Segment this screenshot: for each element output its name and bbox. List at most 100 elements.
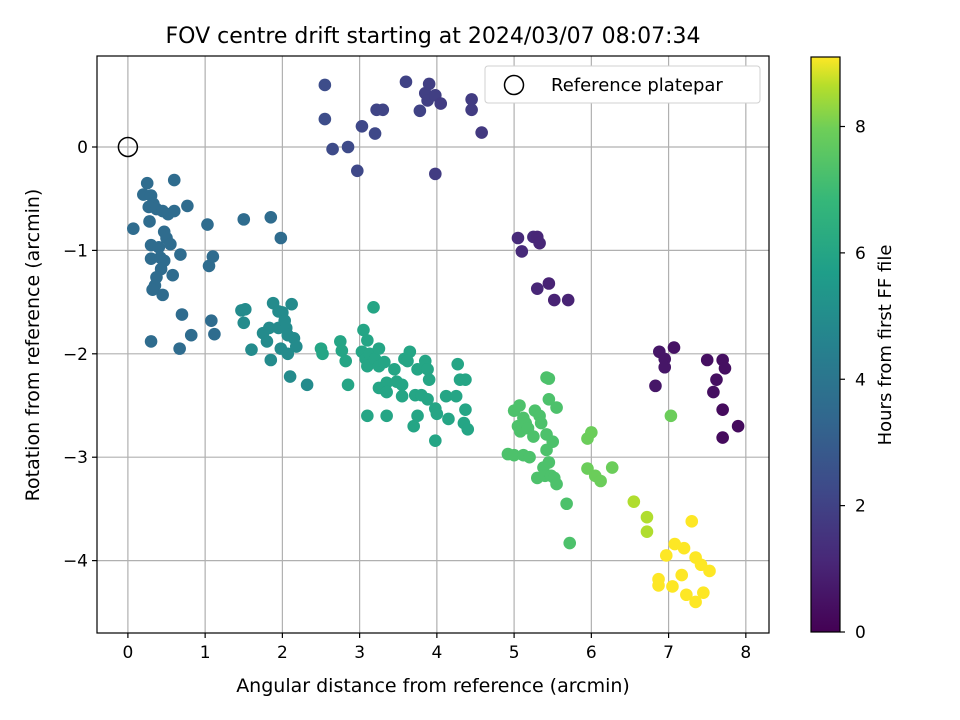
scatter-point (127, 222, 140, 235)
scatter-point (388, 363, 401, 376)
scatter-point (167, 204, 181, 218)
scatter-point (561, 293, 575, 307)
scatter-point (666, 580, 679, 593)
x-tick-label: 8 (740, 643, 751, 663)
x-tick-label: 7 (663, 643, 674, 663)
scatter-point (542, 277, 556, 290)
scatter-point (649, 379, 662, 393)
scatter-point (144, 252, 158, 265)
scatter-point (245, 343, 258, 356)
scatter-point (540, 371, 553, 384)
scatter-point (534, 416, 548, 430)
legend-label: Reference platepar (551, 75, 723, 96)
legend-marker (503, 74, 525, 96)
scatter-point (640, 510, 654, 524)
scatter-point (316, 347, 329, 361)
scatter-point (546, 435, 560, 449)
scatter-point (260, 335, 274, 348)
scatter-point (461, 422, 475, 436)
colorbar-tick-label: 0 (855, 623, 866, 643)
y-tick-label: −1 (63, 241, 88, 261)
scatter-point (533, 236, 546, 250)
scatter-point (439, 389, 453, 403)
x-axis-label: Angular distance from reference (arcmin) (236, 675, 630, 697)
scatter-point (341, 378, 355, 392)
scatter-point (640, 525, 654, 538)
scatter-point (627, 495, 641, 508)
scatter-point (300, 378, 314, 392)
scatter-point (140, 176, 154, 190)
scatter-point (449, 389, 463, 403)
x-tick-label: 2 (277, 643, 288, 663)
scatter-point (175, 308, 189, 321)
colorbar: 0 2 4 6 8 Hours from first FF file (810, 56, 896, 643)
scatter-point (718, 361, 732, 375)
scatter-point (605, 461, 619, 474)
scatter-point (167, 173, 181, 187)
scatter-point (459, 373, 472, 386)
scatter-point (560, 497, 573, 511)
y-tick-label: −3 (63, 448, 88, 468)
scatter-point (274, 231, 288, 245)
scatter-point (143, 215, 156, 228)
scatter-point (351, 164, 364, 178)
y-tick-label: 0 (77, 138, 88, 158)
scatter-point (659, 549, 673, 562)
colorbar-tick-label: 6 (855, 244, 866, 264)
scatter-point (675, 568, 689, 582)
scatter-point (237, 213, 251, 226)
scatter-point (710, 373, 723, 386)
scatter-point (411, 363, 424, 376)
scatter-point (156, 288, 169, 302)
scatter-point (376, 103, 390, 117)
scatter-point (523, 450, 536, 464)
scatter-point (515, 245, 529, 258)
scatter-point (429, 434, 442, 447)
scatter-point (206, 250, 220, 263)
scatter-point (421, 393, 434, 406)
scatter-point (664, 409, 678, 423)
scatter-point (184, 328, 198, 342)
colorbar-label: Hours from first FF file (875, 245, 896, 446)
scatter-point (372, 342, 386, 355)
x-tick-label: 1 (200, 643, 211, 663)
y-tick-label: −4 (63, 552, 88, 572)
scatter-point (594, 474, 607, 488)
scatter-point (380, 376, 393, 390)
scatter-point (430, 407, 444, 421)
scatter-point (144, 335, 158, 348)
x-tick-label: 3 (354, 643, 365, 663)
scatter-point (264, 211, 278, 224)
scatter-point (201, 218, 214, 231)
scatter-point (326, 142, 339, 156)
scatter-point (689, 595, 702, 609)
scatter-point (731, 419, 745, 433)
x-axis-ticks: 0 1 2 3 4 5 6 7 8 (122, 633, 751, 663)
scatter-point (262, 321, 276, 335)
scatter-point (264, 353, 278, 367)
scatter-point (527, 430, 540, 443)
scatter-point (685, 515, 699, 528)
scatter-point (465, 93, 478, 106)
scatter-points (127, 75, 745, 609)
scatter-point (237, 316, 251, 330)
scatter-point (380, 409, 393, 423)
scatter-point (205, 314, 218, 328)
scatter-point (339, 354, 353, 368)
scatter-point (511, 231, 525, 245)
scatter-point (355, 120, 369, 133)
scatter-point (451, 357, 465, 371)
scatter-point (434, 97, 448, 110)
scatter-point (164, 237, 177, 251)
scatter-point (399, 75, 413, 89)
scatter-point (542, 456, 556, 469)
colorbar-tick-label: 8 (855, 118, 866, 138)
scatter-point (283, 370, 297, 383)
scatter-point (174, 248, 187, 261)
scatter-point (281, 347, 295, 361)
scatter-point (680, 588, 693, 602)
scatter-point (513, 399, 526, 412)
scatter-point (421, 363, 434, 376)
scatter-point (422, 373, 436, 386)
